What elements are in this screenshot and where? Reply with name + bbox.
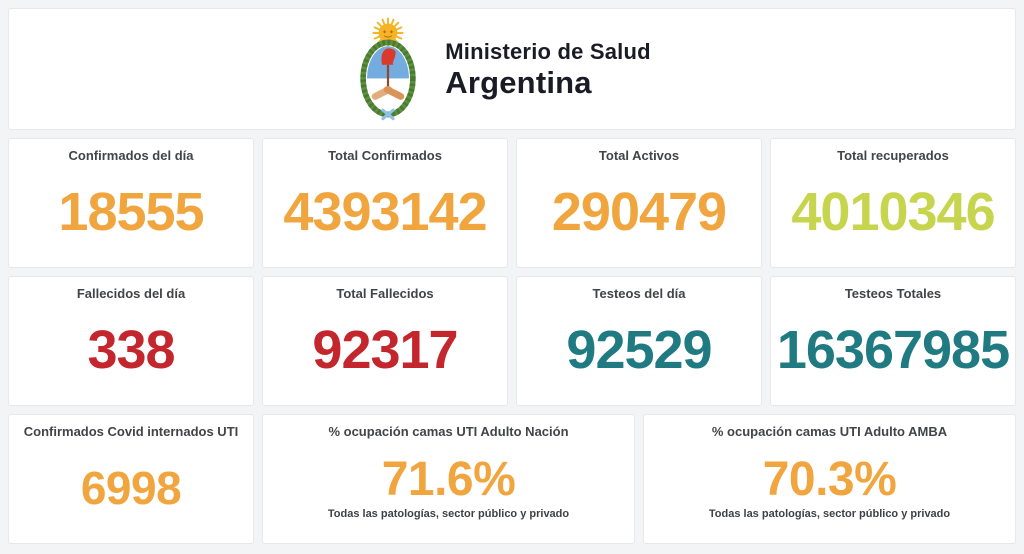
card-title: % ocupación camas UTI Adulto AMBA bbox=[711, 424, 948, 439]
card-ocupacion-uti-amba: % ocupación camas UTI Adulto AMBA 70.3% … bbox=[643, 414, 1016, 544]
country-name: Argentina bbox=[445, 64, 592, 100]
card-title: Total Fallecidos bbox=[336, 286, 434, 301]
dashboard: Ministerio de Salud Argentina Confirmado… bbox=[8, 8, 1016, 546]
card-title: Testeos del día bbox=[592, 286, 686, 301]
card-title: Total Activos bbox=[598, 148, 680, 163]
card-confirmados-covid-internados-uti: Confirmados Covid internados UTI 6998 bbox=[8, 414, 254, 544]
card-title: Testeos Totales bbox=[844, 286, 942, 301]
card-value: 6998 bbox=[80, 462, 182, 514]
card-fallecidos-del-dia: Fallecidos del día 338 bbox=[8, 276, 254, 406]
card-total-fallecidos: Total Fallecidos 92317 bbox=[262, 276, 508, 406]
card-title: % ocupación camas UTI Adulto Nación bbox=[328, 424, 569, 439]
card-total-activos: Total Activos 290479 bbox=[516, 138, 762, 268]
card-title: Confirmados Covid internados UTI bbox=[23, 424, 239, 439]
card-confirmados-del-dia: Confirmados del día 18555 bbox=[8, 138, 254, 268]
brand: Ministerio de Salud Argentina bbox=[349, 15, 651, 123]
card-subtitle: Todas las patologías, sector público y p… bbox=[327, 508, 570, 520]
card-total-recuperados: Total recuperados 4010346 bbox=[770, 138, 1016, 268]
card-total-confirmados: Total Confirmados 4393142 bbox=[262, 138, 508, 268]
card-value: 16367985 bbox=[776, 320, 1010, 380]
card-subtitle: Todas las patologías, sector público y p… bbox=[708, 508, 951, 520]
card-value: 338 bbox=[87, 320, 175, 380]
card-value: 4393142 bbox=[283, 182, 487, 242]
card-ocupacion-uti-nacion: % ocupación camas UTI Adulto Nación 71.6… bbox=[262, 414, 635, 544]
card-value: 18555 bbox=[58, 182, 204, 242]
card-value: 92529 bbox=[566, 320, 712, 380]
card-value: 92317 bbox=[312, 320, 458, 380]
brand-text: Ministerio de Salud Argentina bbox=[445, 38, 651, 101]
card-value: 290479 bbox=[551, 182, 727, 242]
ministry-name: Ministerio de Salud bbox=[445, 38, 651, 64]
argentina-coat-of-arms-icon bbox=[360, 17, 416, 121]
card-testeos-del-dia: Testeos del día 92529 bbox=[516, 276, 762, 406]
card-title: Total Confirmados bbox=[328, 148, 442, 163]
header-panel: Ministerio de Salud Argentina bbox=[8, 8, 1016, 130]
card-title: Total recuperados bbox=[837, 148, 949, 163]
card-title: Confirmados del día bbox=[68, 148, 194, 163]
card-testeos-totales: Testeos Totales 16367985 bbox=[770, 276, 1016, 406]
card-value: 4010346 bbox=[791, 182, 995, 242]
card-value: 71.6% bbox=[381, 453, 516, 506]
card-value: 70.3% bbox=[762, 453, 897, 506]
card-title: Fallecidos del día bbox=[76, 286, 186, 301]
